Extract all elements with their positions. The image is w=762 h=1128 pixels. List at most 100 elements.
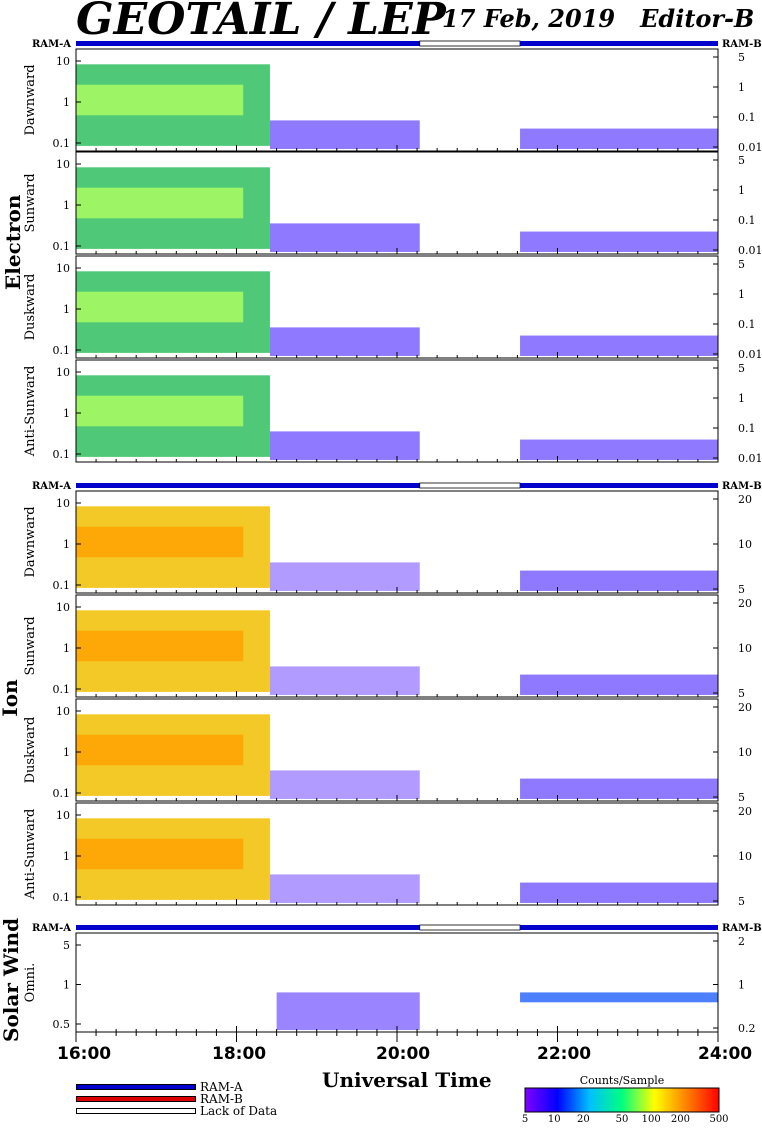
right-tick-label: 10: [738, 538, 752, 551]
panel-label: Dawnward: [23, 506, 38, 577]
colorbar-title: Counts/Sample: [580, 1074, 665, 1087]
legend-label-lack-of-data: Lack of Data: [200, 1104, 278, 1118]
panel-label: Sunward: [23, 173, 38, 232]
panel-label: Duskward: [23, 717, 38, 784]
right-tick-label: 1: [738, 392, 745, 405]
ram-a-bar: [76, 41, 420, 46]
legend-swatch-ram-b: [76, 1096, 196, 1102]
right-tick-label: 0.1: [738, 318, 756, 331]
right-tick-label: 0.1: [738, 111, 756, 124]
y-tick-label: 0.5: [53, 1018, 71, 1031]
y-tick-label: 5: [63, 939, 70, 952]
spectrogram-tail: [269, 223, 420, 252]
y-tick-label: 0.1: [53, 240, 71, 253]
legend-label-ram-b: RAM-B: [200, 1092, 243, 1106]
x-axis-title: Universal Time: [322, 1068, 492, 1092]
group-label-solar-wind: Solar Wind: [0, 917, 23, 1042]
date-label: 17 Feb, 2019: [442, 4, 616, 33]
y-tick-label: 10: [56, 55, 70, 68]
y-tick-label: 0.1: [53, 344, 71, 357]
page-subtitle: 17 Feb, 2019 Editor-B: [442, 4, 754, 33]
y-tick-label: 0.1: [53, 891, 71, 904]
x-tick-label: 16:00: [57, 1044, 112, 1064]
right-tick-label: 20: [738, 701, 752, 714]
spectrogram-late: [520, 128, 718, 149]
colorbar-tick-label: 50: [616, 1114, 629, 1125]
y-tick-label: 1: [63, 303, 70, 316]
spectrogram-tail: [269, 874, 420, 903]
y-tick-label: 0.1: [53, 579, 71, 592]
spectrogram-late: [520, 231, 718, 252]
ram-a-label: RAM-A: [32, 481, 71, 492]
y-tick-label: 1: [63, 199, 70, 212]
right-tick-label: 0.2: [738, 1022, 756, 1035]
y-tick-label: 1: [63, 407, 70, 420]
spectrogram-core: [76, 838, 244, 870]
x-tick-label: 24:00: [698, 1044, 753, 1064]
panel-label: Duskward: [23, 274, 38, 341]
spectrogram-tail: [269, 562, 420, 591]
y-tick-label: 0.1: [53, 683, 71, 696]
x-tick-label: 18:00: [212, 1044, 267, 1064]
y-tick-label: 10: [56, 158, 70, 171]
right-tick-label: 5: [738, 895, 745, 908]
y-tick-label: 1: [63, 979, 70, 992]
y-tick-label: 1: [63, 538, 70, 551]
lack-of-data-bar: [419, 924, 521, 931]
x-tick-label: 22:00: [537, 1044, 592, 1064]
right-tick-label: 5: [738, 258, 745, 271]
right-tick-label: 5: [738, 51, 745, 64]
y-tick-label: 0.1: [53, 448, 71, 461]
right-tick-label: 20: [738, 493, 752, 506]
right-tick-label: 1: [738, 288, 745, 301]
right-tick-label: 5: [738, 362, 745, 375]
y-tick-label: 10: [56, 809, 70, 822]
y-tick-label: 1: [63, 850, 70, 863]
panel-label: Dawnward: [23, 64, 38, 135]
legend-label-ram-a: RAM-A: [200, 1080, 243, 1094]
right-tick-label: 20: [738, 597, 752, 610]
y-tick-label: 10: [56, 601, 70, 614]
right-tick-label: 2: [738, 935, 745, 948]
spectrogram-core: [76, 84, 244, 116]
right-tick-label: 0.1: [738, 422, 756, 435]
spectrogram-core: [76, 395, 244, 427]
colorbar-tick-label: 10: [548, 1114, 561, 1125]
y-tick-label: 1: [63, 642, 70, 655]
y-tick-label: 10: [56, 262, 70, 275]
ram-a-bar: [520, 483, 718, 488]
panel-label: Anti-Sunward: [23, 809, 38, 901]
right-tick-label: 10: [738, 642, 752, 655]
ram-a-label: RAM-A: [32, 39, 71, 50]
y-tick-label: 0.1: [53, 787, 71, 800]
ram-b-label: RAM-B: [722, 923, 762, 934]
right-tick-label: 5: [738, 583, 745, 596]
lack-of-data-bar: [419, 482, 521, 489]
group-label-electron: Electron: [1, 194, 25, 290]
spectrogram-core: [76, 526, 244, 558]
y-tick-label: 10: [56, 705, 70, 718]
ram-b-label: RAM-B: [722, 481, 762, 492]
legend-swatch-ram-a: [76, 1084, 196, 1090]
right-tick-label: 0.1: [738, 214, 756, 227]
right-tick-label: 1: [738, 184, 745, 197]
right-tick-label: 0.01: [738, 244, 762, 257]
ram-a-bar: [520, 925, 718, 930]
colorbar-tick-label: 500: [709, 1114, 728, 1125]
legend-swatch-lack-of-data: [76, 1108, 196, 1114]
spectrogram-tail: [269, 770, 420, 799]
spectrogram-band: [276, 992, 420, 1031]
right-tick-label: 5: [738, 687, 745, 700]
right-tick-label: 10: [738, 746, 752, 759]
right-tick-label: 0.01: [738, 452, 762, 465]
spectrogram-tail: [269, 431, 420, 460]
editor-label: Editor-B: [640, 4, 755, 33]
y-tick-label: 0.1: [53, 137, 71, 150]
y-tick-label: 1: [63, 96, 70, 109]
right-tick-label: 5: [738, 791, 745, 804]
spectrogram-core: [76, 291, 244, 323]
right-tick-label: 1: [738, 979, 745, 992]
spectrogram-core: [76, 187, 244, 219]
spectrogram-late: [520, 882, 718, 903]
